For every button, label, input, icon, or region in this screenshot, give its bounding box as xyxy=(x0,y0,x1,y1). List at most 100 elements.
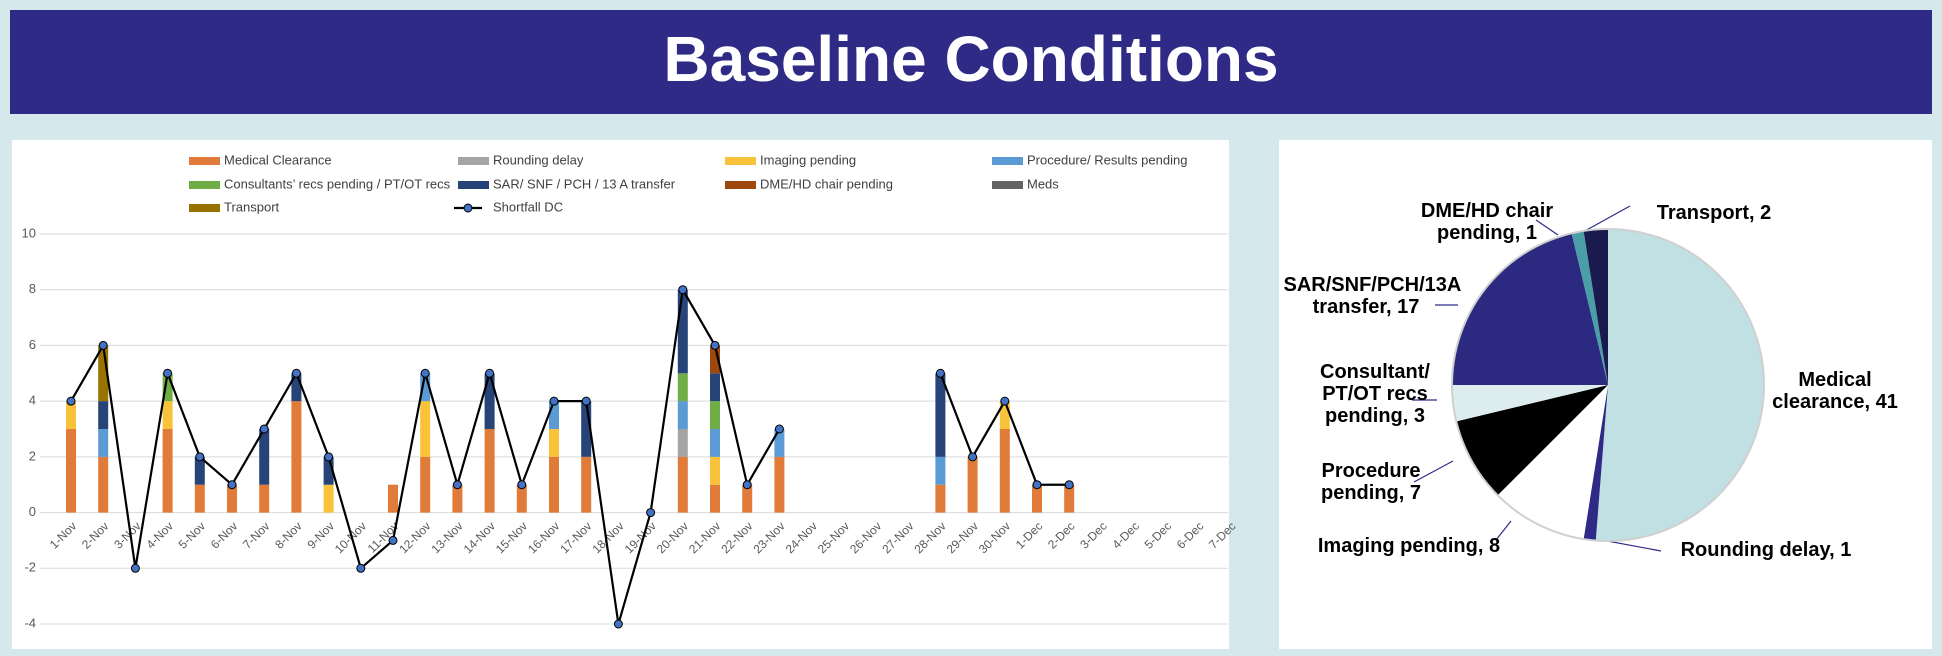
bar-segment xyxy=(227,484,237,513)
bar-segment xyxy=(549,456,559,513)
line-marker xyxy=(356,563,366,573)
bar-segment xyxy=(935,484,946,513)
bar-segment xyxy=(677,429,688,457)
bar-segment xyxy=(323,484,334,513)
line-marker xyxy=(517,480,527,490)
bar-segment xyxy=(677,456,688,513)
line-marker xyxy=(66,396,76,406)
line-marker xyxy=(324,452,334,462)
bar-segment xyxy=(98,345,109,402)
line-marker xyxy=(485,368,495,378)
leader-line xyxy=(1495,520,1512,541)
bar-segment xyxy=(66,401,76,429)
legend-label: Transport xyxy=(224,199,280,214)
pie-label: Rounding delay, 1 xyxy=(1680,539,1852,561)
legend-label: Consultants’ recs pending / PT/OT recs xyxy=(224,176,451,191)
y-tick-label: -4 xyxy=(24,615,36,630)
y-tick-label: 8 xyxy=(29,281,36,296)
bar-segment xyxy=(194,484,205,513)
bar-segment xyxy=(194,456,205,485)
bar-segment xyxy=(323,456,334,485)
legend-label: Rounding delay xyxy=(493,152,584,167)
bar-segment xyxy=(259,429,270,485)
line-marker xyxy=(581,396,591,406)
bar-segment xyxy=(162,373,173,402)
bar-segment xyxy=(999,401,1010,429)
legend-marker xyxy=(463,203,473,213)
line-marker xyxy=(259,424,269,434)
legend-label: SAR/ SNF / PCH / 13 A transfer xyxy=(493,176,676,191)
legend-swatch xyxy=(992,157,1023,165)
pie-label: SAR/SNF/PCH/13A transfer, 17 xyxy=(1283,274,1462,318)
line-marker xyxy=(774,424,784,434)
bar-segment xyxy=(162,429,173,513)
bar-segment xyxy=(291,401,302,513)
bar-segment xyxy=(999,429,1010,513)
bar-segment xyxy=(549,429,559,457)
line-marker xyxy=(549,396,559,406)
bar-segment xyxy=(66,429,76,513)
leader-line xyxy=(1582,205,1631,233)
bar-segment xyxy=(677,401,688,429)
bar-segment xyxy=(484,373,495,429)
legend-swatch xyxy=(189,204,220,212)
bar-segment xyxy=(581,456,592,513)
line-marker xyxy=(935,368,945,378)
pie-label: Imaging pending, 8 xyxy=(1317,535,1501,557)
pie-slice xyxy=(1583,385,1608,541)
legend-label: Meds xyxy=(1027,176,1059,191)
pie-slice xyxy=(1452,233,1608,385)
legend-swatch xyxy=(189,157,220,165)
line-marker xyxy=(227,480,237,490)
bar-segment xyxy=(1032,484,1042,513)
bar-segment xyxy=(516,484,527,513)
legend-swatch xyxy=(725,157,756,165)
bar-segment xyxy=(710,456,720,485)
pie-label: Medical clearance, 41 xyxy=(1772,369,1898,413)
legend-swatch xyxy=(725,181,756,189)
bar-segment xyxy=(935,456,946,485)
legend-label: Medical Clearance xyxy=(224,152,332,167)
bar-segment xyxy=(452,484,463,513)
bar-segment xyxy=(710,429,720,457)
line-marker xyxy=(195,452,205,462)
pie-label: Transport, 2 xyxy=(1656,202,1772,224)
pie-label: Procedure pending, 7 xyxy=(1321,460,1421,504)
pie-slice xyxy=(1571,230,1608,385)
bar-segment xyxy=(710,401,720,429)
bar-segment xyxy=(581,401,592,457)
bar-segment xyxy=(1064,484,1075,513)
bar-panel xyxy=(12,140,1229,649)
bar-segment xyxy=(420,456,431,513)
bar-segment xyxy=(162,401,173,429)
y-tick-label: 0 xyxy=(29,504,36,519)
legend-label: DME/HD chair pending xyxy=(760,176,893,191)
bar-segment xyxy=(98,401,109,429)
line-marker xyxy=(388,535,398,545)
pie-slice xyxy=(1452,385,1608,422)
bar-segment xyxy=(420,401,431,457)
y-tick-label: 10 xyxy=(22,225,36,240)
bar-segment xyxy=(677,373,688,402)
bar-segment xyxy=(967,456,978,513)
bar-segment xyxy=(710,484,720,513)
leader-line xyxy=(1535,219,1559,236)
line-marker xyxy=(452,480,462,490)
pie-outline xyxy=(1451,228,1765,542)
y-tick-label: 6 xyxy=(29,337,36,352)
legend-swatch xyxy=(458,181,489,189)
legend-swatch xyxy=(992,181,1023,189)
bar-segment xyxy=(98,456,109,513)
bar-segment xyxy=(774,429,785,457)
line-marker xyxy=(710,340,720,350)
bar-segment xyxy=(549,401,559,429)
legend-label: Shortfall DC xyxy=(493,199,563,214)
bar-segment xyxy=(388,484,398,513)
line-marker xyxy=(742,480,752,490)
line-marker xyxy=(1000,396,1010,406)
line-marker xyxy=(130,563,140,573)
page-title: Baseline Conditions xyxy=(663,23,1278,95)
bar-segment xyxy=(291,373,302,402)
